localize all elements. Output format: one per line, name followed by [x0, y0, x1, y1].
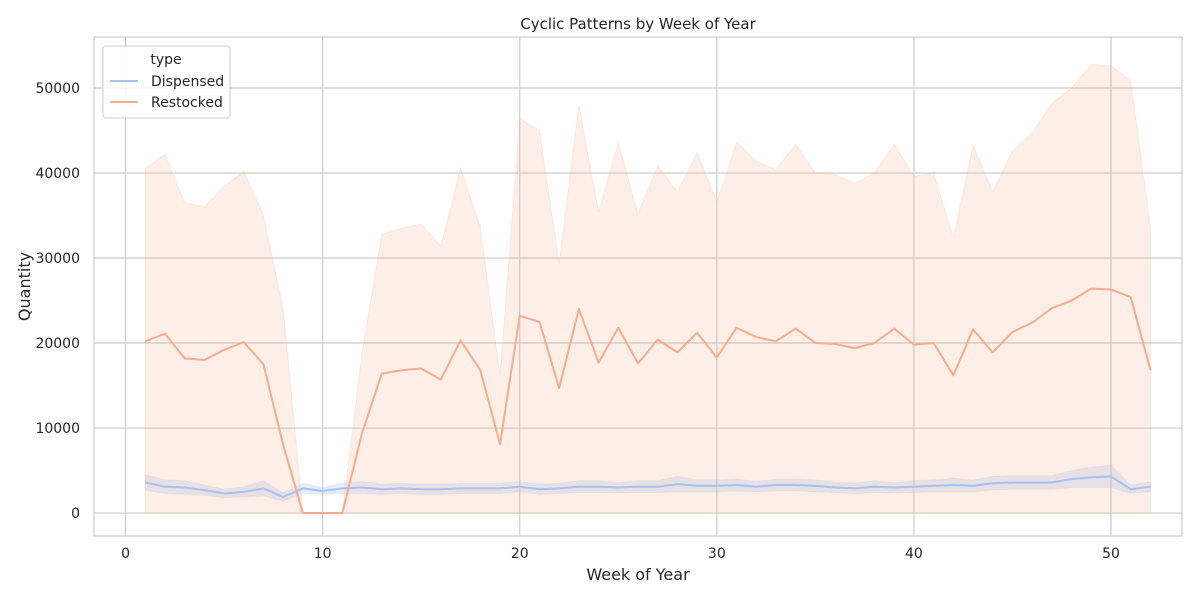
legend-label-dispensed: Dispensed — [151, 74, 224, 90]
x-tick-label: 10 — [314, 546, 332, 562]
y-tick-label: 10000 — [35, 421, 80, 437]
x-tick-label: 20 — [511, 546, 529, 562]
tick-labels: 0 10 20 30 40 50 0 10000 20000 30000 40000 50000 — [35, 81, 1120, 562]
x-tick-label: 50 — [1102, 546, 1120, 562]
plot-frame — [93, 36, 1183, 537]
x-tick-label: 30 — [708, 546, 726, 562]
ci-band-dispensed — [144, 464, 1151, 502]
x-tick-label: 40 — [905, 546, 923, 562]
x-tick-label: 0 — [121, 546, 130, 562]
y-tick-label: 20000 — [35, 336, 80, 352]
x-axis-label: Week of Year — [586, 565, 690, 584]
legend-label-restocked: Restocked — [151, 95, 223, 111]
y-tick-label: 30000 — [35, 251, 80, 267]
y-tick-label: 40000 — [35, 166, 80, 182]
y-axis-label: Quantity — [15, 252, 34, 321]
series-line-dispensed — [145, 475, 1151, 498]
legend: type Dispensed Restocked — [102, 45, 231, 119]
ci-band-restocked — [144, 63, 1151, 514]
series-lines — [144, 287, 1152, 515]
chart-title: Cyclic Patterns by Week of Year — [520, 15, 756, 33]
legend-box — [102, 45, 231, 119]
confidence-bands — [144, 63, 1151, 514]
series-line-restocked — [144, 287, 1152, 515]
y-tick-label: 50000 — [35, 81, 80, 97]
y-tick-label: 0 — [71, 506, 80, 522]
legend-title: type — [150, 52, 181, 68]
